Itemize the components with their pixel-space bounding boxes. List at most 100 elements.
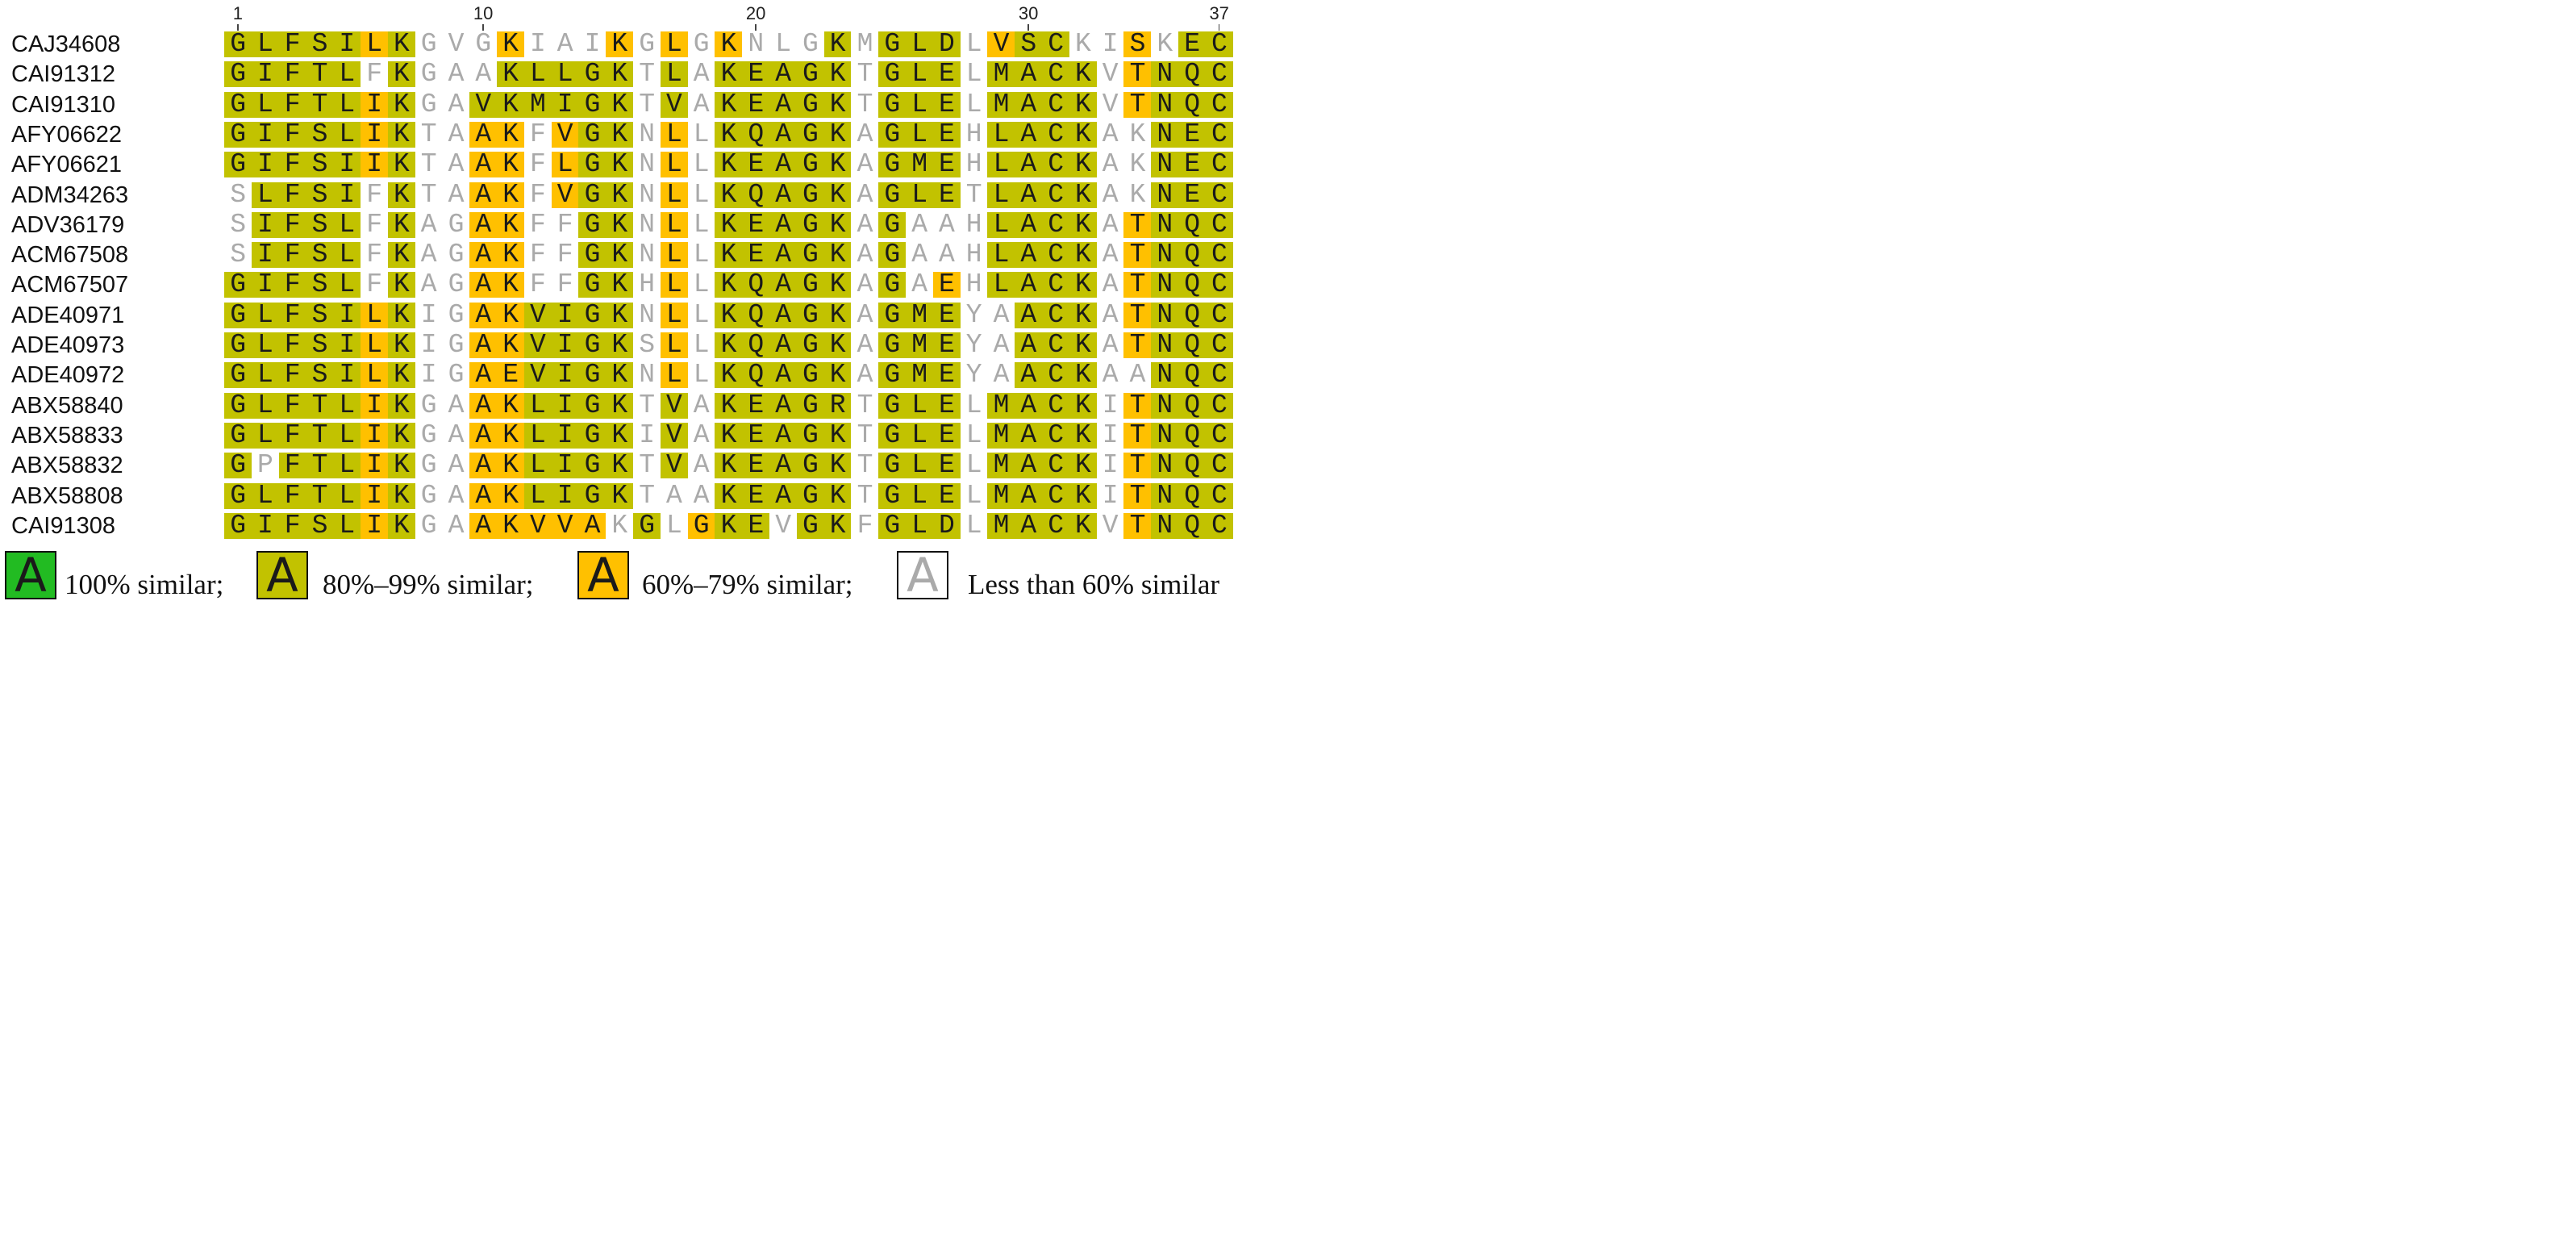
ruler-tick-mark (755, 24, 757, 31)
cell-80: G (796, 422, 824, 449)
cell-low: A (851, 271, 879, 298)
cell-80: G (578, 271, 606, 298)
cell-low: L (960, 482, 988, 509)
cell-80: K (823, 332, 852, 358)
cell-80: C (1042, 151, 1070, 178)
cell-low: G (415, 61, 443, 88)
cell-80: Q (1178, 91, 1207, 118)
cell-low: A (851, 302, 879, 328)
cell-80: K (606, 121, 634, 148)
cell-80: K (715, 151, 743, 178)
cell-low: A (932, 241, 961, 269)
cell-80: A (1015, 121, 1043, 148)
cell-60: K (497, 31, 525, 57)
cell-low: A (687, 482, 715, 509)
cell-80: L (987, 211, 1015, 238)
cell-80: M (987, 392, 1015, 419)
cell-60: K (497, 512, 525, 539)
cell-80: K (606, 452, 634, 479)
cell-80: G (578, 91, 606, 118)
cell-80: G (224, 361, 252, 389)
cell-80: G (578, 422, 606, 449)
cell-80: E (932, 392, 961, 419)
cell-low: L (687, 241, 715, 269)
cell-low: A (469, 61, 498, 88)
cell-60: A (469, 332, 498, 358)
cell-80: C (1205, 332, 1233, 358)
cell-low: F (551, 241, 579, 269)
cell-80: S (306, 241, 334, 269)
cell-80: F (278, 182, 306, 208)
cell-80: A (769, 182, 798, 208)
cell-low: G (415, 512, 443, 539)
cell-low: A (442, 512, 470, 539)
cell-60: S (1123, 31, 1152, 57)
cell-80: C (1205, 392, 1233, 419)
sequence-label: CAI91312 (11, 61, 115, 88)
cell-80: L (333, 271, 361, 298)
cell-80: R (823, 392, 852, 419)
cell-80: A (769, 422, 798, 449)
cell-80: G (578, 332, 606, 358)
cell-80: G (578, 482, 606, 509)
cell-80: A (1015, 182, 1043, 208)
cell-80: G (878, 512, 907, 539)
cell-80: K (1069, 422, 1097, 449)
cell-80: Q (1178, 452, 1207, 479)
cell-80: V (660, 422, 688, 449)
cell-low: A (1096, 361, 1124, 389)
cell-80: M (987, 61, 1015, 88)
cell-80: E (1178, 31, 1207, 57)
cell-80: F (278, 241, 306, 269)
cell-low: A (687, 452, 715, 479)
cell-80: K (387, 302, 415, 328)
cell-low: T (415, 151, 443, 178)
cell-low: G (442, 271, 470, 298)
cell-low: L (769, 31, 798, 57)
cell-80: A (1015, 332, 1043, 358)
cell-low: I (415, 302, 443, 328)
cell-80: L (906, 182, 934, 208)
cell-low: A (851, 361, 879, 389)
cell-80: G (796, 182, 824, 208)
cell-low: G (442, 361, 470, 389)
cell-80: Q (742, 121, 770, 148)
sequence-label: ABX58840 (11, 392, 123, 419)
cell-low: G (687, 31, 715, 57)
cell-80: A (769, 121, 798, 148)
cell-60: K (497, 121, 525, 148)
cell-80: K (823, 182, 852, 208)
cell-80: I (333, 361, 361, 389)
cell-60: E (497, 361, 525, 389)
cell-80: M (906, 151, 934, 178)
cell-low: A (1123, 361, 1152, 389)
cell-80: K (1069, 211, 1097, 238)
cell-80: F (278, 482, 306, 509)
cell-60: L (660, 271, 688, 298)
cell-low: I (415, 332, 443, 358)
cell-60: A (469, 151, 498, 178)
cell-low: F (361, 241, 389, 269)
cell-80: Q (742, 271, 770, 298)
cell-80: A (1015, 91, 1043, 118)
cell-80: C (1042, 271, 1070, 298)
cell-low: L (687, 332, 715, 358)
cell-60: A (469, 392, 498, 419)
cell-80: M (987, 91, 1015, 118)
cell-60: E (932, 271, 961, 298)
cell-80: L (333, 211, 361, 238)
cell-80: L (251, 91, 279, 118)
cell-80: K (1069, 61, 1097, 88)
cell-low: L (960, 452, 988, 479)
cell-80: K (387, 121, 415, 148)
cell-80: L (333, 452, 361, 479)
cell-low: Y (960, 302, 988, 328)
cell-80: G (796, 241, 824, 269)
cell-80: A (1015, 271, 1043, 298)
cell-low: G (442, 332, 470, 358)
cell-80: G (224, 332, 252, 358)
cell-80: K (606, 392, 634, 419)
cell-80: K (387, 182, 415, 208)
cell-80: K (1069, 182, 1097, 208)
cell-60: V (551, 121, 579, 148)
